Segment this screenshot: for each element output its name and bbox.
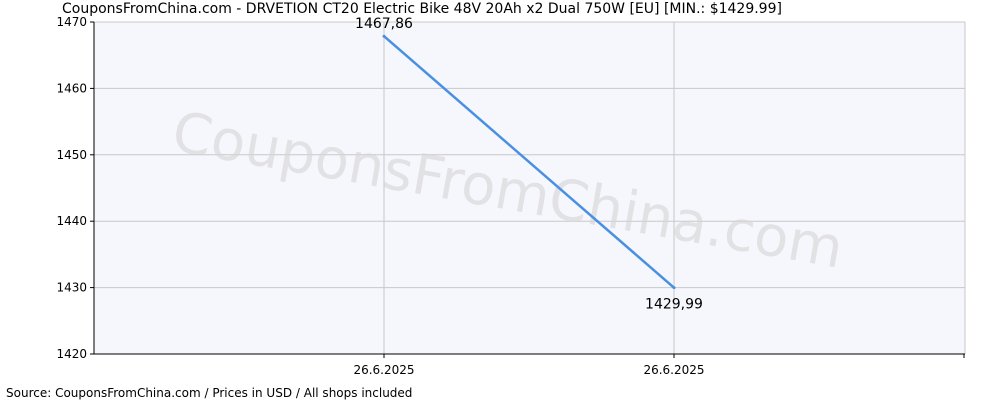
tick-labels: 1420 1430 1440 1450 1460 1470 26.6.2025 26.6.20… bbox=[56, 15, 704, 377]
y-tick-label: 1430 bbox=[56, 281, 87, 295]
series-line bbox=[383, 35, 675, 289]
y-tick-label: 1460 bbox=[56, 81, 87, 95]
source-note: Source: CouponsFromChina.com / Prices in… bbox=[6, 386, 413, 400]
data-point bbox=[382, 34, 386, 38]
data-label: 1429,99 bbox=[645, 297, 703, 313]
y-tick-label: 1450 bbox=[56, 148, 87, 162]
data-label: 1467,86 bbox=[355, 16, 413, 32]
x-tick-label: 26.6.2025 bbox=[353, 363, 414, 377]
y-tick-label: 1420 bbox=[56, 347, 87, 361]
chart-title: CouponsFromChina.com - DRVETION CT20 Ele… bbox=[62, 1, 782, 17]
plot-area bbox=[94, 22, 965, 354]
series bbox=[382, 34, 676, 290]
x-tick-label: 26.6.2025 bbox=[643, 363, 704, 377]
axes bbox=[90, 21, 965, 358]
y-tick-label: 1470 bbox=[56, 15, 87, 29]
y-tick-label: 1440 bbox=[56, 214, 87, 228]
data-point bbox=[672, 286, 676, 290]
